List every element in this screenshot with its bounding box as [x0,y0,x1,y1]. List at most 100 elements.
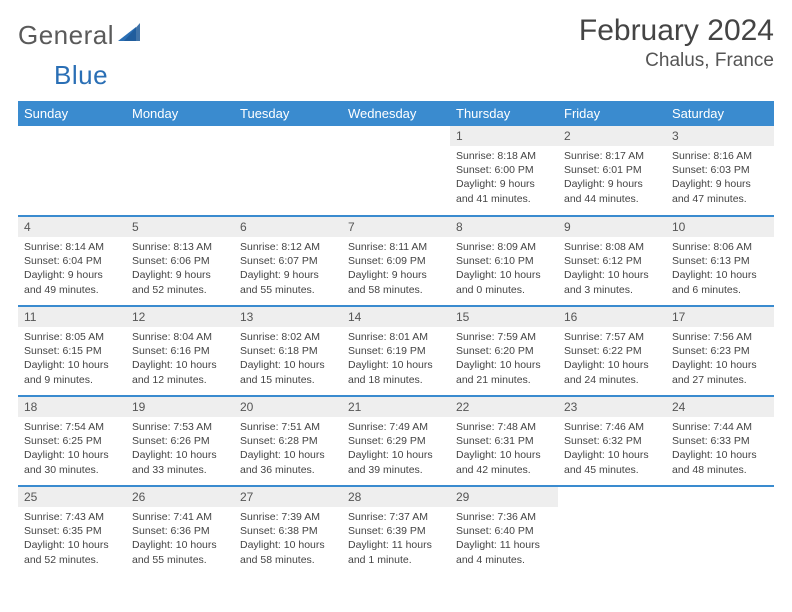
sunrise-line: Sunrise: 8:18 AM [456,149,552,163]
day-number: 25 [18,487,126,507]
sunrise-line: Sunrise: 7:39 AM [240,510,336,524]
daylight-line: Daylight: 9 hours and 52 minutes. [132,268,228,296]
calendar-day-cell: 23Sunrise: 7:46 AMSunset: 6:32 PMDayligh… [558,396,666,486]
sunset-line: Sunset: 6:33 PM [672,434,768,448]
day-body: Sunrise: 7:48 AMSunset: 6:31 PMDaylight:… [450,417,558,481]
day-body: Sunrise: 8:11 AMSunset: 6:09 PMDaylight:… [342,237,450,301]
sunset-line: Sunset: 6:36 PM [132,524,228,538]
calendar-day-cell: 27Sunrise: 7:39 AMSunset: 6:38 PMDayligh… [234,486,342,576]
day-body: Sunrise: 8:06 AMSunset: 6:13 PMDaylight:… [666,237,774,301]
calendar-week-row: 25Sunrise: 7:43 AMSunset: 6:35 PMDayligh… [18,486,774,576]
daylight-line: Daylight: 9 hours and 49 minutes. [24,268,120,296]
day-body: Sunrise: 7:36 AMSunset: 6:40 PMDaylight:… [450,507,558,571]
daylight-line: Daylight: 10 hours and 15 minutes. [240,358,336,386]
sunset-line: Sunset: 6:26 PM [132,434,228,448]
calendar-empty-cell [666,486,774,576]
day-body: Sunrise: 7:44 AMSunset: 6:33 PMDaylight:… [666,417,774,481]
calendar-day-cell: 22Sunrise: 7:48 AMSunset: 6:31 PMDayligh… [450,396,558,486]
calendar-day-cell: 12Sunrise: 8:04 AMSunset: 6:16 PMDayligh… [126,306,234,396]
sunset-line: Sunset: 6:38 PM [240,524,336,538]
day-body: Sunrise: 8:02 AMSunset: 6:18 PMDaylight:… [234,327,342,391]
day-number: 13 [234,307,342,327]
daylight-line: Daylight: 10 hours and 33 minutes. [132,448,228,476]
day-body: Sunrise: 8:09 AMSunset: 6:10 PMDaylight:… [450,237,558,301]
calendar-day-cell: 8Sunrise: 8:09 AMSunset: 6:10 PMDaylight… [450,216,558,306]
weekday-header-cell: Friday [558,101,666,126]
calendar-day-cell: 24Sunrise: 7:44 AMSunset: 6:33 PMDayligh… [666,396,774,486]
daylight-line: Daylight: 10 hours and 3 minutes. [564,268,660,296]
calendar-day-cell: 26Sunrise: 7:41 AMSunset: 6:36 PMDayligh… [126,486,234,576]
sunset-line: Sunset: 6:10 PM [456,254,552,268]
day-body: Sunrise: 8:12 AMSunset: 6:07 PMDaylight:… [234,237,342,301]
weekday-header-cell: Thursday [450,101,558,126]
sunrise-line: Sunrise: 8:14 AM [24,240,120,254]
calendar-day-cell: 2Sunrise: 8:17 AMSunset: 6:01 PMDaylight… [558,126,666,216]
sunrise-line: Sunrise: 7:56 AM [672,330,768,344]
sunrise-line: Sunrise: 8:09 AM [456,240,552,254]
brand-word-2: Blue [54,60,108,91]
sunset-line: Sunset: 6:32 PM [564,434,660,448]
day-number: 3 [666,126,774,146]
calendar-day-cell: 10Sunrise: 8:06 AMSunset: 6:13 PMDayligh… [666,216,774,306]
calendar-empty-cell [126,126,234,216]
sunset-line: Sunset: 6:01 PM [564,163,660,177]
calendar-page: General February 2024 Chalus, France Blu… [0,0,792,586]
sunrise-line: Sunrise: 8:12 AM [240,240,336,254]
sunset-line: Sunset: 6:31 PM [456,434,552,448]
day-body: Sunrise: 7:43 AMSunset: 6:35 PMDaylight:… [18,507,126,571]
day-number: 21 [342,397,450,417]
daylight-line: Daylight: 10 hours and 52 minutes. [24,538,120,566]
sunrise-line: Sunrise: 8:11 AM [348,240,444,254]
location-subtitle: Chalus, France [579,50,774,72]
calendar-body: 1Sunrise: 8:18 AMSunset: 6:00 PMDaylight… [18,126,774,576]
day-body: Sunrise: 7:37 AMSunset: 6:39 PMDaylight:… [342,507,450,571]
daylight-line: Daylight: 10 hours and 48 minutes. [672,448,768,476]
daylight-line: Daylight: 10 hours and 39 minutes. [348,448,444,476]
day-number: 10 [666,217,774,237]
day-number: 7 [342,217,450,237]
day-number: 6 [234,217,342,237]
day-number: 18 [18,397,126,417]
sunset-line: Sunset: 6:03 PM [672,163,768,177]
calendar-day-cell: 17Sunrise: 7:56 AMSunset: 6:23 PMDayligh… [666,306,774,396]
day-body: Sunrise: 7:46 AMSunset: 6:32 PMDaylight:… [558,417,666,481]
sunrise-line: Sunrise: 8:01 AM [348,330,444,344]
calendar-day-cell: 6Sunrise: 8:12 AMSunset: 6:07 PMDaylight… [234,216,342,306]
day-number: 16 [558,307,666,327]
day-number: 14 [342,307,450,327]
daylight-line: Daylight: 10 hours and 24 minutes. [564,358,660,386]
sunrise-line: Sunrise: 7:37 AM [348,510,444,524]
daylight-line: Daylight: 11 hours and 1 minute. [348,538,444,566]
daylight-line: Daylight: 9 hours and 55 minutes. [240,268,336,296]
daylight-line: Daylight: 10 hours and 9 minutes. [24,358,120,386]
daylight-line: Daylight: 10 hours and 27 minutes. [672,358,768,386]
calendar-week-row: 18Sunrise: 7:54 AMSunset: 6:25 PMDayligh… [18,396,774,486]
day-number: 4 [18,217,126,237]
calendar-day-cell: 11Sunrise: 8:05 AMSunset: 6:15 PMDayligh… [18,306,126,396]
calendar-table: SundayMondayTuesdayWednesdayThursdayFrid… [18,101,774,576]
day-number: 5 [126,217,234,237]
weekday-header-cell: Monday [126,101,234,126]
daylight-line: Daylight: 9 hours and 58 minutes. [348,268,444,296]
calendar-day-cell: 29Sunrise: 7:36 AMSunset: 6:40 PMDayligh… [450,486,558,576]
calendar-day-cell: 19Sunrise: 7:53 AMSunset: 6:26 PMDayligh… [126,396,234,486]
calendar-day-cell: 21Sunrise: 7:49 AMSunset: 6:29 PMDayligh… [342,396,450,486]
weekday-header-cell: Saturday [666,101,774,126]
day-body: Sunrise: 8:18 AMSunset: 6:00 PMDaylight:… [450,146,558,210]
day-number: 26 [126,487,234,507]
day-number: 29 [450,487,558,507]
day-number: 28 [342,487,450,507]
sunrise-line: Sunrise: 7:57 AM [564,330,660,344]
weekday-header-cell: Sunday [18,101,126,126]
day-body: Sunrise: 7:53 AMSunset: 6:26 PMDaylight:… [126,417,234,481]
sunrise-line: Sunrise: 7:48 AM [456,420,552,434]
day-body: Sunrise: 8:16 AMSunset: 6:03 PMDaylight:… [666,146,774,210]
calendar-day-cell: 16Sunrise: 7:57 AMSunset: 6:22 PMDayligh… [558,306,666,396]
calendar-week-row: 11Sunrise: 8:05 AMSunset: 6:15 PMDayligh… [18,306,774,396]
calendar-day-cell: 14Sunrise: 8:01 AMSunset: 6:19 PMDayligh… [342,306,450,396]
brand-logo: General [18,14,142,51]
sunset-line: Sunset: 6:20 PM [456,344,552,358]
daylight-line: Daylight: 10 hours and 30 minutes. [24,448,120,476]
sunset-line: Sunset: 6:07 PM [240,254,336,268]
day-body: Sunrise: 7:56 AMSunset: 6:23 PMDaylight:… [666,327,774,391]
